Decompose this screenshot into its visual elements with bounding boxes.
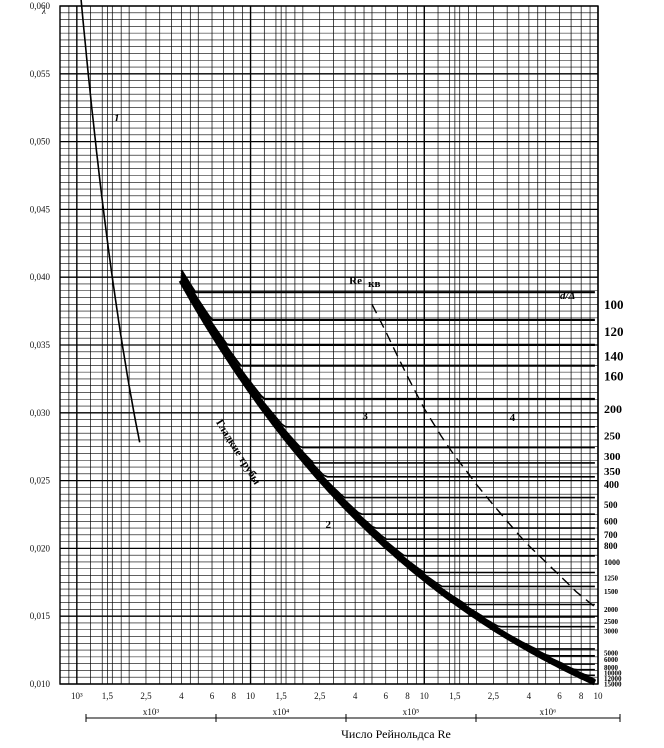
laminar-curve bbox=[80, 0, 141, 443]
x-tick-label: 1,5 bbox=[102, 691, 114, 701]
roughness-label: 1250 bbox=[604, 575, 619, 583]
roughness-label: 200 bbox=[604, 402, 622, 416]
zone-label: 2 bbox=[325, 519, 331, 531]
roughness-label: 15000 bbox=[604, 680, 622, 688]
roughness-label: 350 bbox=[604, 466, 621, 478]
roughness-label: 3000 bbox=[604, 628, 619, 636]
x-axis-label: Число Рейнольдса Re bbox=[341, 727, 451, 741]
roughness-label: 700 bbox=[604, 530, 618, 540]
y-tick-label: 0,025 bbox=[30, 476, 51, 486]
decade-label: x10⁶ bbox=[540, 707, 557, 717]
y-tick-label: 0,045 bbox=[30, 204, 51, 214]
x-tick-label: 10 bbox=[246, 691, 256, 701]
zone-label: 4 bbox=[510, 412, 516, 424]
roughness-curve bbox=[180, 274, 595, 346]
roughness-label: 2500 bbox=[604, 618, 619, 626]
roughness-label: 600 bbox=[604, 516, 618, 526]
smooth-pipe-curve bbox=[178, 278, 597, 686]
roughness-label: 400 bbox=[604, 480, 619, 491]
x-tick-label: 8 bbox=[231, 691, 236, 701]
y-tick-label: 0,030 bbox=[30, 408, 51, 418]
roughness-label: 10000 bbox=[604, 670, 622, 678]
y-tick-label: 0,020 bbox=[30, 543, 51, 553]
roughness-curve bbox=[180, 278, 595, 428]
x-tick-label: 4 bbox=[353, 691, 358, 701]
decade-label: x10⁵ bbox=[403, 707, 420, 717]
roughness-curve bbox=[180, 279, 595, 671]
zone-label: 3 bbox=[362, 411, 368, 423]
x-tick-label: 6 bbox=[557, 691, 562, 701]
roughness-label: 6000 bbox=[604, 656, 619, 664]
boundary-label: Re bbox=[349, 275, 362, 287]
roughness-label: 5000 bbox=[604, 649, 619, 657]
y-tick-label: 0,050 bbox=[30, 137, 51, 147]
x-tick-label: 4 bbox=[179, 691, 184, 701]
x-tick-label: 6 bbox=[383, 691, 388, 701]
roughness-curve bbox=[180, 269, 595, 294]
laminar-curve-label: 1 bbox=[114, 112, 120, 124]
x-tick-label: 6 bbox=[210, 691, 215, 701]
roughness-header-label: d/Δ bbox=[560, 290, 575, 302]
roughness-curve bbox=[180, 272, 595, 321]
x-tick-label: 4 bbox=[527, 691, 532, 701]
roughness-label: 160 bbox=[604, 369, 624, 384]
roughness-label: 250 bbox=[604, 431, 621, 443]
smooth-pipe-label: Гладкие трубы bbox=[213, 418, 263, 488]
roughness-label: 12000 bbox=[604, 675, 622, 683]
x-tick-label: 8 bbox=[579, 691, 584, 701]
x-tick-label: 10 bbox=[594, 691, 604, 701]
x-tick-label: 2,5 bbox=[314, 691, 326, 701]
x-tick-label: 2,5 bbox=[488, 691, 500, 701]
roughness-label: 140 bbox=[604, 348, 624, 363]
axes-layer: λ 0,010 0,015 0,020 0,025 0,030 0,035 0,040 0,04… bbox=[30, 1, 621, 741]
x-tick-label: 10³ bbox=[71, 691, 83, 701]
y-tick-label: 0,060 bbox=[30, 1, 51, 11]
x-tick-label: 10 bbox=[420, 691, 430, 701]
x-tick-label: 1,5 bbox=[276, 691, 288, 701]
roughness-curve bbox=[180, 275, 595, 367]
roughness-curve bbox=[180, 279, 595, 540]
decade-label: x10³ bbox=[143, 707, 160, 717]
roughness-label: 2000 bbox=[604, 606, 619, 614]
roughness-label: 120 bbox=[604, 324, 624, 339]
roughness-curve bbox=[180, 279, 596, 681]
x-tick-label: 2,5 bbox=[140, 691, 152, 701]
roughness-label: 300 bbox=[604, 451, 621, 463]
roughness-curve bbox=[180, 278, 595, 464]
roughness-label: 800 bbox=[604, 541, 618, 551]
decade-label: x10⁴ bbox=[273, 707, 290, 717]
plot-frame bbox=[59, 5, 599, 685]
x-tick-label: 1,5 bbox=[449, 691, 461, 701]
roughness-curve bbox=[180, 276, 595, 401]
y-tick-label: 0,035 bbox=[30, 340, 51, 350]
boundary-line-re-kv bbox=[371, 303, 599, 610]
roughness-label: 1500 bbox=[604, 588, 619, 596]
y-tick-label: 0,055 bbox=[30, 69, 51, 79]
roughness-label: 500 bbox=[604, 500, 618, 510]
x-tick-label: 8 bbox=[405, 691, 410, 701]
roughness-curve bbox=[180, 279, 595, 529]
curves-layer bbox=[80, 0, 599, 686]
roughness-label: 8000 bbox=[604, 664, 619, 672]
roughness-label: 1000 bbox=[604, 558, 620, 567]
y-tick-label: 0,010 bbox=[30, 679, 51, 689]
y-tick-label: 0,015 bbox=[30, 611, 51, 621]
y-tick-label: 0,040 bbox=[30, 272, 51, 282]
roughness-label: 100 bbox=[604, 297, 624, 312]
y-axis-label: λ bbox=[41, 6, 46, 16]
roughness-curve bbox=[180, 279, 595, 515]
boundary-label-sub: кв bbox=[368, 278, 380, 290]
